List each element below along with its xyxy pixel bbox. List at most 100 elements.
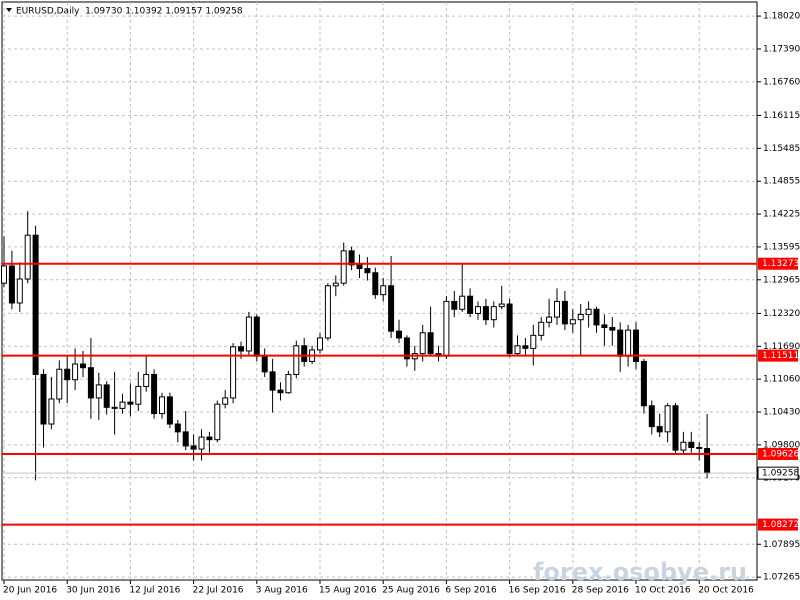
- candle-body: [522, 345, 529, 349]
- candle-body: [427, 332, 434, 355]
- candle-body: [467, 295, 474, 314]
- candle-body: [269, 371, 276, 391]
- candle-body: [64, 368, 71, 381]
- y-tick-label: 1.13595: [763, 242, 800, 252]
- candle-body: [166, 396, 173, 425]
- candle-body: [95, 384, 102, 399]
- x-tick-label: 28 Sep 2016: [572, 586, 629, 596]
- candle-body: [48, 398, 55, 425]
- candle-body: [8, 265, 15, 304]
- candle-body: [696, 446, 703, 450]
- plot-frame: [1, 1, 758, 581]
- candle-body: [601, 324, 608, 329]
- current-price-label: 1.09258: [762, 469, 799, 479]
- candle-body: [293, 345, 300, 375]
- candle-body: [277, 389, 284, 394]
- candle-body: [396, 330, 402, 339]
- y-tick-label: 1.15485: [763, 144, 800, 154]
- y-tick-label: 1.16115: [763, 111, 800, 121]
- x-tick-label: 20 Jun 2016: [3, 586, 57, 596]
- candle-body: [143, 373, 150, 387]
- candle-body: [151, 373, 158, 415]
- level-label: 1.08272: [762, 520, 799, 530]
- x-tick-label: 22 Jul 2016: [193, 586, 244, 596]
- y-tick-label: 1.14225: [763, 210, 800, 220]
- candle-body: [561, 300, 568, 325]
- level-label: 1.09626: [762, 449, 799, 459]
- x-tick-label: 20 Oct 2016: [698, 586, 754, 596]
- level-box: [758, 447, 798, 460]
- x-tick-label: 30 Jun 2016: [66, 586, 120, 596]
- candle-body: [656, 426, 663, 433]
- header-icon: [6, 8, 12, 12]
- candle-body: [498, 303, 505, 308]
- candle-body: [546, 316, 553, 323]
- y-tick-label: 1.07265: [763, 573, 800, 583]
- watermark: forex.osobye.ru: [533, 558, 747, 586]
- y-tick-label: 1.17390: [763, 44, 800, 54]
- candle-body: [174, 423, 181, 433]
- candle-body: [135, 385, 142, 405]
- candle-body: [451, 300, 458, 310]
- candle-body: [443, 300, 450, 357]
- candle-body: [317, 337, 323, 351]
- candle-body: [577, 313, 584, 321]
- candle-body: [324, 285, 331, 339]
- candle-body: [127, 401, 134, 405]
- candle-body: [72, 363, 79, 381]
- candle-body: [332, 282, 339, 287]
- candle-body: [80, 363, 86, 369]
- y-tick-label: 1.18020: [763, 12, 800, 22]
- candle-body: [704, 448, 711, 474]
- candle-body: [585, 308, 592, 315]
- candle-body: [633, 329, 639, 362]
- candle-body: [103, 384, 110, 408]
- candle-body: [206, 436, 213, 441]
- candle-body: [159, 396, 165, 415]
- y-tick-label: 1.09800: [763, 440, 800, 450]
- level-box: [758, 349, 798, 362]
- candle-body: [111, 406, 118, 409]
- candle-body: [419, 332, 426, 355]
- candle-body: [285, 373, 292, 394]
- candle-body: [617, 329, 624, 357]
- candle-body: [222, 397, 229, 405]
- x-tick-label: 16 Sep 2016: [509, 586, 566, 596]
- candle-body: [40, 373, 47, 425]
- y-tick-label: 1.12320: [763, 309, 800, 319]
- candle-body: [87, 367, 94, 399]
- x-tick-label: 6 Sep 2016: [445, 586, 497, 596]
- x-tick-label: 25 Aug 2016: [382, 586, 440, 596]
- candle-body: [640, 360, 647, 407]
- candle-body: [554, 300, 560, 318]
- chart-header: EURUSD,Daily 1.09730 1.10392 1.09157 1.0…: [16, 7, 243, 17]
- y-tick-label: 1.14855: [763, 177, 800, 187]
- candle-body: [230, 346, 237, 399]
- candle-body: [506, 303, 513, 355]
- candle-body: [514, 345, 521, 355]
- x-tick-label: 3 Aug 2016: [256, 586, 308, 596]
- candle-body: [119, 401, 126, 409]
- candle-body: [538, 321, 545, 336]
- candle-body: [56, 368, 63, 400]
- candle-body: [198, 436, 205, 450]
- candle-body: [182, 431, 189, 447]
- grid: [2, 2, 757, 580]
- x-tick-label: 12 Jul 2016: [129, 586, 180, 596]
- candle-body: [593, 308, 600, 326]
- y-tick-label: 1.07895: [763, 540, 800, 550]
- candle-body: [238, 346, 244, 352]
- x-tick-label: 15 Aug 2016: [319, 586, 377, 596]
- candle-body: [372, 272, 379, 296]
- candle-body: [190, 445, 197, 450]
- candle-body: [490, 306, 497, 321]
- y-tick-label: 1.12965: [763, 275, 800, 285]
- level-box: [758, 257, 798, 270]
- candle-body: [688, 441, 695, 448]
- candle-body: [569, 319, 576, 325]
- candle-body: [625, 329, 632, 357]
- candle-body: [664, 405, 671, 433]
- candle-body: [672, 405, 679, 451]
